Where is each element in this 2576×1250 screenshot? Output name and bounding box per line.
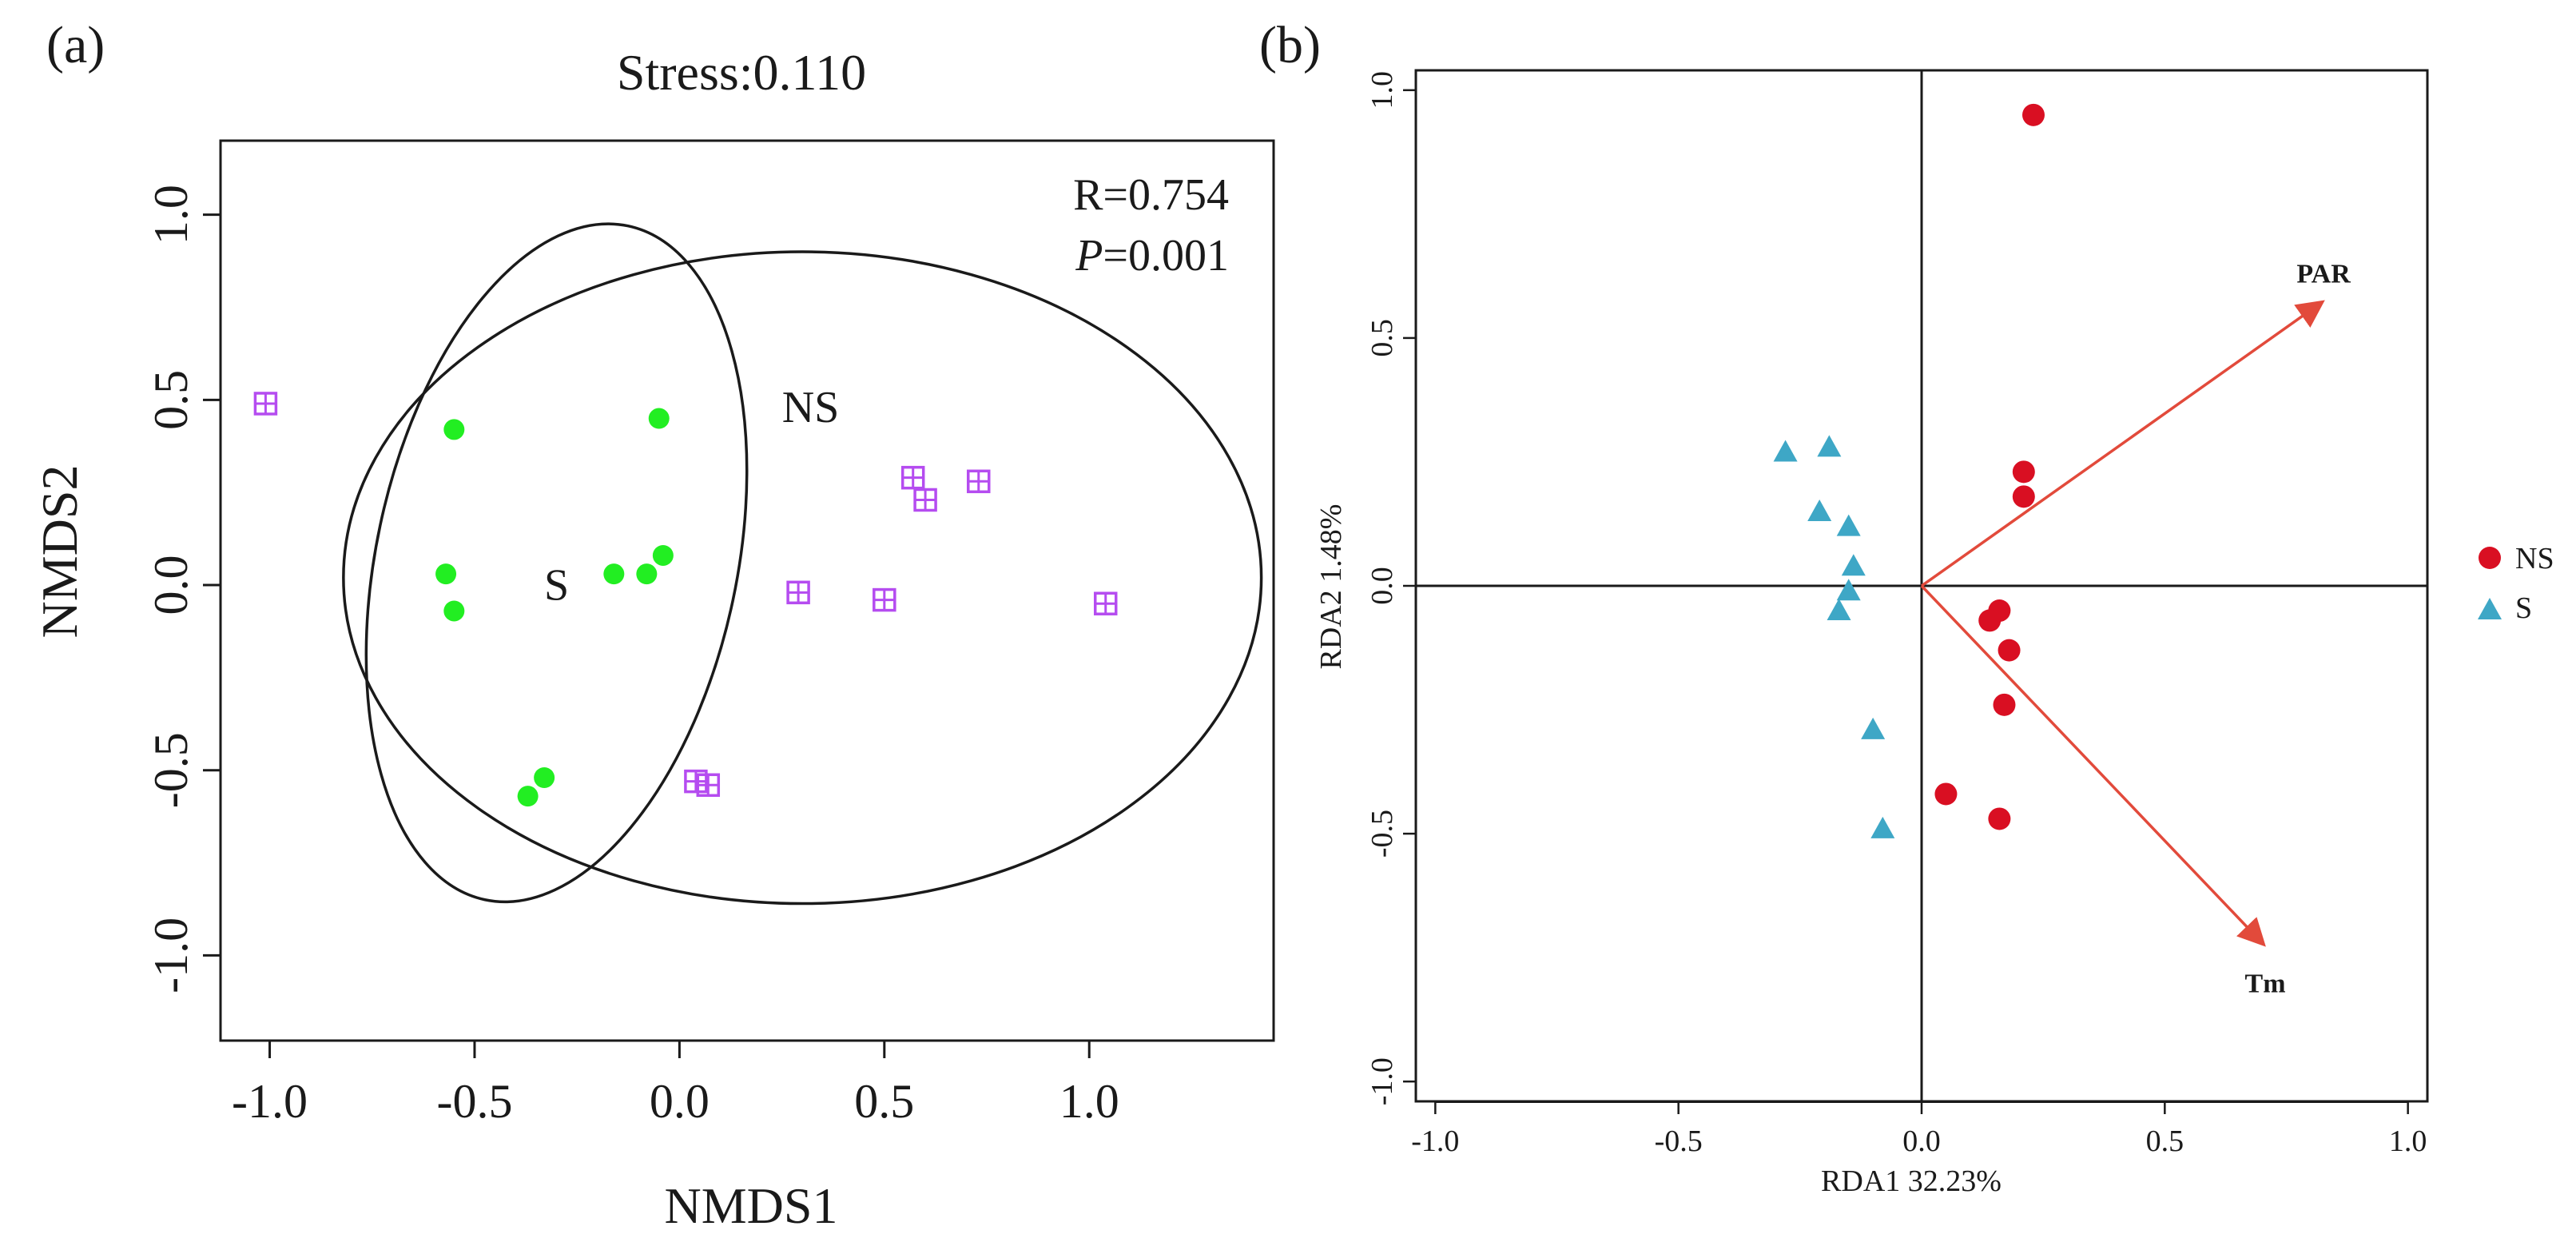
ns-point — [786, 580, 810, 605]
x-tick-label: 0.0 — [1902, 1125, 1941, 1158]
x-tick-label: -0.5 — [1655, 1125, 1703, 1158]
x-tick-label: -1.0 — [1411, 1125, 1459, 1158]
legend-marker-ns — [2479, 547, 2501, 569]
y-tick-label: 1.0 — [1366, 71, 1399, 109]
s-point — [1861, 717, 1886, 739]
ns-point — [2021, 103, 2045, 126]
p-symbol: P — [1075, 231, 1103, 281]
environment-arrows: PAR Tm — [1920, 259, 2351, 999]
arrow-tm — [1920, 584, 2266, 947]
x-axis-label-a: NMDS1 — [665, 1177, 838, 1234]
ns-point — [967, 469, 991, 494]
arrow-label-tm: Tm — [2245, 969, 2286, 999]
y-axis-a: -1.0 -0.5 0.0 0.5 1.0 — [145, 185, 221, 993]
ns-point — [900, 465, 925, 490]
ns-point — [2012, 485, 2035, 508]
y-axis-label-a: NMDS2 — [31, 465, 88, 639]
group-label-ns: NS — [782, 383, 840, 432]
y-tick-label: -1.0 — [1366, 1057, 1399, 1105]
x-tick-label: 0.5 — [2146, 1125, 2184, 1158]
ns-point — [1093, 591, 1118, 615]
rda-points — [1773, 103, 2045, 838]
y-axis-label-b: RDA2 1.48% — [1314, 504, 1348, 670]
x-axis-a: -1.0 -0.5 0.0 0.5 1.0 — [232, 1041, 1119, 1128]
y-tick-label: -0.5 — [145, 732, 197, 808]
p-value: =0.001 — [1103, 231, 1229, 281]
ns-point — [1934, 782, 1958, 806]
legend: NS S — [2478, 542, 2554, 625]
y-tick-label: 0.5 — [145, 370, 197, 430]
group-label-s: S — [544, 561, 569, 611]
s-point — [1841, 554, 1866, 576]
s-point — [517, 786, 539, 807]
ns-point — [873, 587, 896, 612]
y-tick-label: 0.0 — [145, 555, 197, 615]
s-point — [1836, 514, 1861, 536]
s-point — [1836, 579, 1861, 601]
y-axis-b: -1.0 -0.5 0.0 0.5 1.0 — [1366, 71, 1416, 1105]
legend-marker-s — [2478, 598, 2502, 619]
rda-panel: (b) -1.0 -0.5 0.0 0.5 1.0 -1.0-0.50.00.51.0 … — [1259, 16, 2554, 1198]
r-statistic: R=0.754 — [1073, 170, 1229, 220]
ns-point — [2012, 460, 2035, 484]
y-tick-label: 0.5 — [1366, 319, 1399, 357]
group-ellipses — [342, 222, 1263, 906]
ns-point — [1998, 639, 2021, 662]
x-axis-label-b: RDA1 32.23% — [1821, 1164, 2002, 1198]
stress-title: Stress:0.110 — [617, 44, 866, 101]
legend-label-ns: NS — [2515, 542, 2554, 575]
s-point — [1817, 435, 1842, 457]
s-point — [534, 767, 555, 789]
x-tick-label: -0.5 — [436, 1075, 512, 1128]
ns-point — [253, 392, 278, 416]
s-point — [1773, 440, 1798, 462]
s-point — [636, 563, 658, 585]
s-point — [435, 563, 457, 585]
confidence-ellipse-ns — [342, 250, 1263, 906]
p-statistic: P=0.001 — [1075, 231, 1229, 281]
legend-label-s: S — [2515, 591, 2532, 625]
panel-b-label: (b) — [1259, 16, 1321, 74]
x-tick-label: 1.0 — [1059, 1075, 1119, 1128]
y-tick-label: -0.5 — [1366, 810, 1399, 858]
y-tick-label: 0.0 — [1366, 567, 1399, 605]
arrow-label-par: PAR — [2296, 259, 2351, 289]
x-tick-label: 1.0 — [2389, 1125, 2427, 1158]
s-point — [1870, 816, 1895, 838]
y-tick-label: 1.0 — [145, 185, 197, 245]
ns-point — [684, 769, 708, 794]
panel-a-label: (a) — [46, 16, 105, 74]
ns-point — [1988, 807, 2011, 830]
nmds-panel: (a) Stress:0.110 -1.0 -0.5 0.0 0.5 1.0 -1.0-… — [31, 16, 1275, 1234]
s-point — [1807, 499, 1832, 521]
s-point — [443, 600, 465, 622]
ns-point — [1993, 693, 2016, 716]
x-axis-b: -1.0 -0.5 0.0 0.5 1.0 — [1411, 1101, 2427, 1158]
s-point — [603, 563, 625, 585]
y-tick-label: -1.0 — [145, 918, 197, 993]
nmds-points — [253, 392, 1118, 807]
plot-frame-a — [219, 139, 1275, 1042]
confidence-ellipse-s — [364, 222, 749, 904]
ns-point — [1978, 609, 2002, 632]
ns-point — [913, 488, 937, 512]
ns-point — [696, 773, 721, 798]
s-point — [652, 544, 674, 566]
s-point — [1827, 599, 1851, 621]
x-tick-label: -1.0 — [232, 1075, 308, 1128]
s-point — [648, 408, 670, 429]
s-point — [443, 419, 465, 440]
arrow-par — [1920, 300, 2325, 587]
x-tick-label: 0.5 — [854, 1075, 914, 1128]
x-tick-label: 0.0 — [650, 1075, 710, 1128]
